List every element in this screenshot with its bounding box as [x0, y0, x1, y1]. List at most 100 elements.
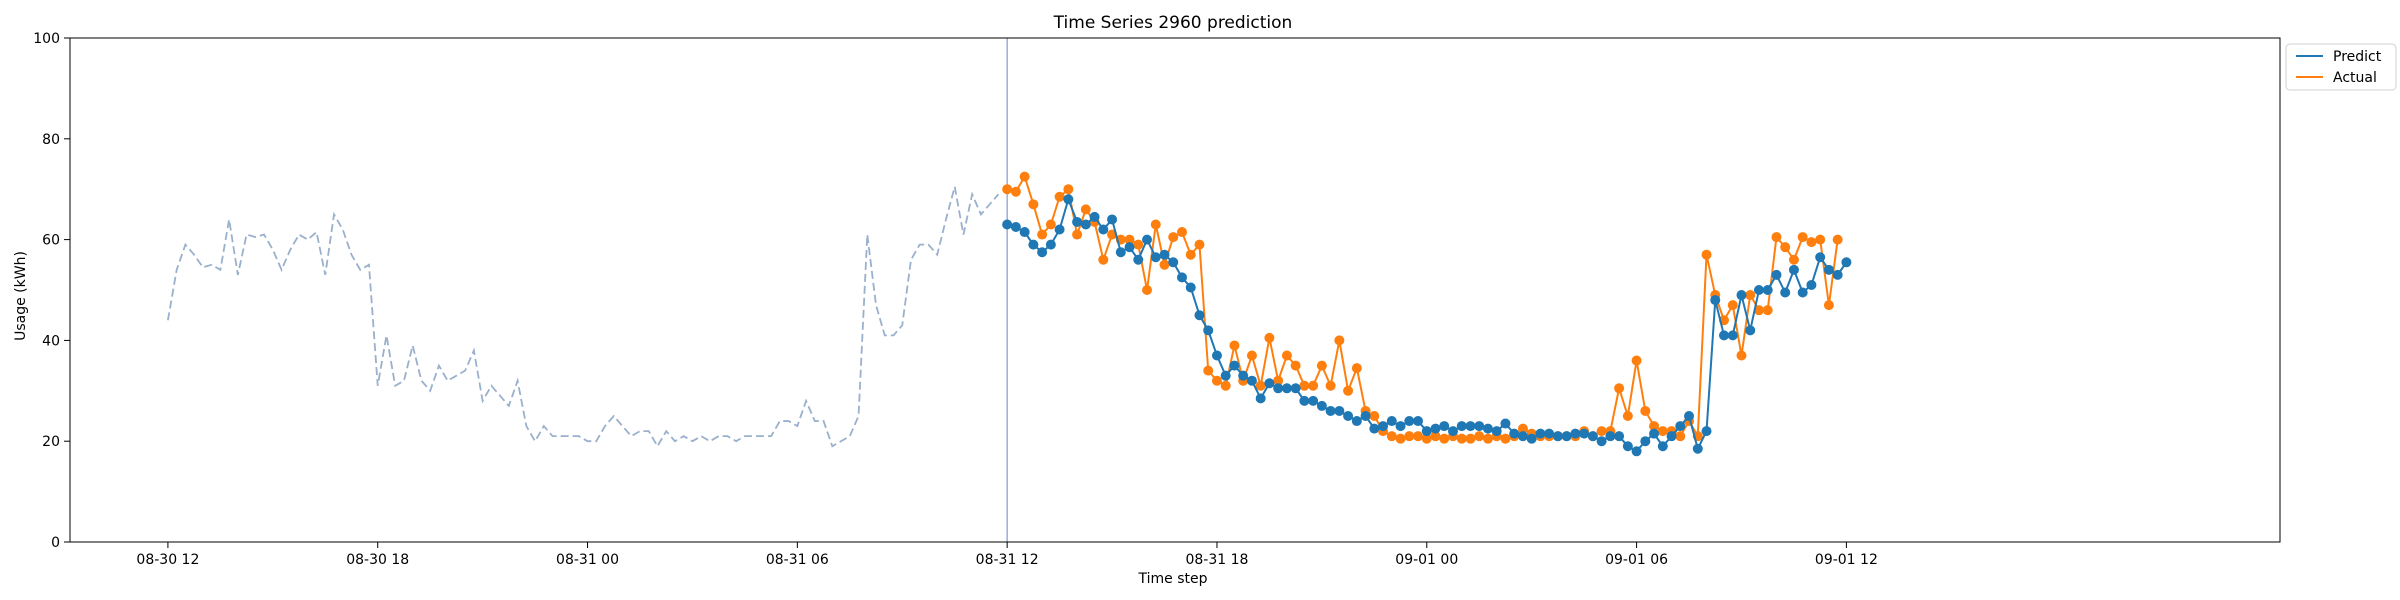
- predict-point: [1413, 416, 1424, 427]
- predict-point: [1570, 428, 1581, 439]
- actual-point: [1614, 383, 1625, 394]
- actual-point: [1788, 254, 1799, 265]
- actual-point: [1343, 385, 1354, 396]
- y-axis-ticks: 0 20 40 60 80 100: [33, 31, 70, 551]
- actual-point: [1290, 360, 1301, 371]
- predict-point: [1054, 224, 1065, 235]
- predict-point: [1072, 216, 1083, 227]
- predict-point: [1115, 247, 1126, 258]
- predict-point: [1719, 330, 1729, 341]
- predict-point: [1185, 282, 1196, 293]
- actual-point: [1753, 305, 1764, 316]
- actual-point: [1211, 375, 1222, 386]
- actual-point: [1771, 232, 1782, 243]
- predict-point: [1063, 194, 1074, 205]
- axes-border: [69, 37, 2281, 543]
- actual-point: [1413, 431, 1424, 442]
- predict-point: [1692, 443, 1703, 454]
- actual-point: [1124, 234, 1135, 245]
- actual-point: [1736, 350, 1747, 361]
- predict-point: [1474, 421, 1485, 432]
- predict-point: [1211, 350, 1222, 361]
- legend-label-actual: Actual: [2333, 70, 2377, 86]
- predict-point: [1482, 423, 1493, 434]
- predict-point: [1308, 395, 1319, 406]
- actual-point: [1299, 380, 1310, 391]
- actual-point: [1264, 332, 1275, 343]
- actual-point: [1500, 433, 1511, 444]
- actual-point: [1246, 350, 1257, 361]
- actual-point: [1797, 232, 1808, 243]
- actual-point: [1421, 433, 1432, 444]
- actual-point: [1168, 232, 1179, 243]
- predict-point: [1159, 249, 1170, 260]
- actual-point: [1745, 290, 1756, 301]
- predict-point: [1465, 421, 1476, 432]
- predict-point: [1745, 325, 1756, 336]
- predict-point: [1797, 287, 1808, 298]
- actual-point: [1002, 184, 1013, 195]
- y-axis-label: Usage (kWh): [13, 251, 29, 341]
- actual-point: [1150, 219, 1161, 230]
- actual-point: [1806, 237, 1817, 248]
- predict-point: [1675, 421, 1686, 432]
- actual-point: [1395, 433, 1406, 444]
- actual-point: [1823, 300, 1834, 311]
- actual-point: [1657, 426, 1668, 437]
- y-tick-label: 20: [42, 434, 60, 450]
- predict-point: [1220, 370, 1231, 381]
- x-tick-label: 08-31 12: [976, 552, 1039, 568]
- predict-point: [1614, 431, 1625, 442]
- predict-point: [1552, 431, 1563, 442]
- predict-point: [1176, 272, 1187, 283]
- predict-point: [1281, 383, 1292, 394]
- actual-point: [1474, 431, 1485, 442]
- predict-point: [1517, 431, 1528, 442]
- predict-point: [1622, 441, 1633, 452]
- predict-point: [1684, 411, 1695, 421]
- predict-point: [1657, 441, 1668, 452]
- actual-point: [1649, 421, 1660, 432]
- x-tick-label: 08-30 18: [346, 552, 409, 568]
- predict-point: [1753, 285, 1764, 295]
- actual-point: [1308, 380, 1319, 391]
- predict-point: [1238, 370, 1249, 381]
- predict-point: [1815, 252, 1826, 263]
- predict-point: [1255, 393, 1266, 404]
- x-tick-label: 08-30 12: [136, 552, 199, 568]
- predict-point: [1010, 222, 1021, 232]
- legend-label-predict: Predict: [2333, 49, 2382, 65]
- actual-point: [1194, 239, 1205, 250]
- predict-point: [1500, 418, 1511, 429]
- predict-point: [1395, 421, 1406, 432]
- actual-point: [1080, 204, 1091, 215]
- actual-point: [1675, 431, 1686, 442]
- predict-point: [1404, 416, 1415, 427]
- predict-point: [1727, 330, 1738, 341]
- actual-point: [1482, 433, 1493, 444]
- actual-point: [1517, 423, 1528, 434]
- predict-point: [1037, 247, 1048, 258]
- predict-point: [1421, 426, 1432, 437]
- chart-title: Time Series 2960 prediction: [1053, 13, 1293, 33]
- predict-point: [1806, 279, 1817, 290]
- actual-point: [1430, 431, 1441, 442]
- x-tick-label: 09-01 00: [1395, 552, 1458, 568]
- predict-point: [1343, 411, 1354, 421]
- y-tick-label: 60: [42, 233, 60, 249]
- predict-point: [1841, 257, 1852, 268]
- plot-background: [70, 38, 2280, 542]
- predict-point: [1028, 239, 1039, 250]
- predict-point: [1002, 219, 1013, 230]
- predict-point: [1561, 431, 1572, 442]
- actual-point: [1334, 335, 1345, 346]
- predict-point: [1351, 416, 1362, 427]
- predict-point: [1456, 421, 1467, 432]
- actual-point: [1203, 365, 1214, 376]
- predict-point: [1203, 325, 1214, 336]
- predict-point: [1098, 224, 1109, 235]
- x-tick-label: 08-31 06: [766, 552, 829, 568]
- predict-point: [1666, 431, 1677, 442]
- predict-point: [1701, 426, 1712, 437]
- predict-point: [1710, 295, 1721, 306]
